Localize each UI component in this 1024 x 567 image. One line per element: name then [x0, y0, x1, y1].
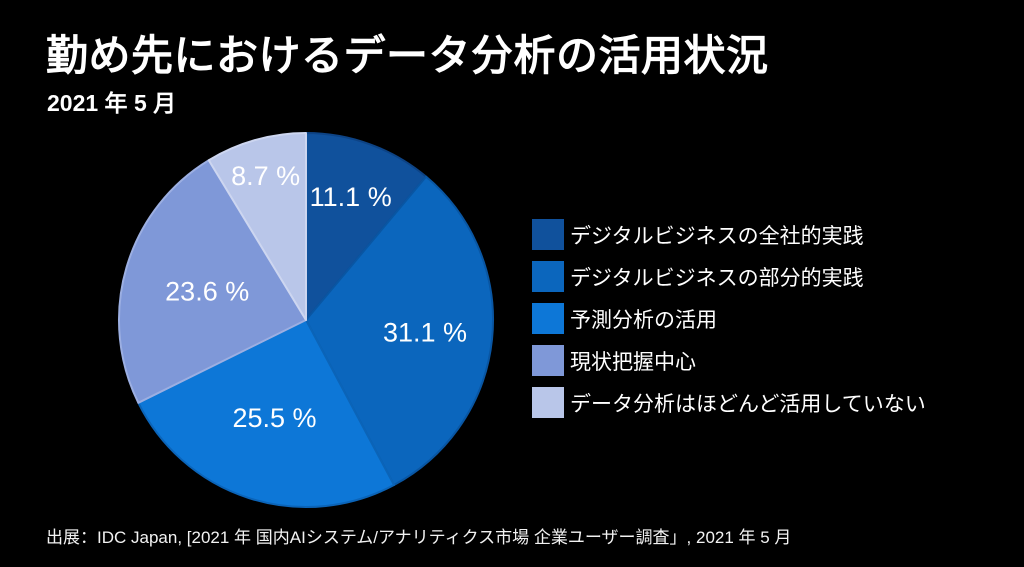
- legend-label: 現状把握中心: [570, 350, 696, 374]
- pie-slice: [118, 159, 307, 404]
- pie-slice: [305, 175, 494, 486]
- legend-label: 予測分析の活用: [570, 308, 717, 332]
- legend-item: デジタルビジネスの全社的実践: [532, 219, 926, 250]
- chart-legend: デジタルビジネスの全社的実践 デジタルビジネスの部分的実践 予測分析の活用 現状…: [532, 219, 926, 429]
- legend-swatch: [532, 261, 564, 292]
- legend-label: データ分析はほどんど活用していない: [570, 392, 926, 416]
- pie-slice: [305, 132, 428, 321]
- legend-swatch: [532, 219, 564, 250]
- legend-item: データ分析はほどんど活用していない: [532, 387, 926, 418]
- pie-slice: [207, 132, 307, 321]
- legend-swatch: [532, 303, 564, 334]
- pie-slice-value-label: 25.5 %: [232, 403, 316, 433]
- legend-label: デジタルビジネスの部分的実践: [570, 266, 864, 290]
- legend-label: デジタルビジネスの全社的実践: [570, 224, 864, 248]
- legend-item: デジタルビジネスの部分的実践: [532, 261, 926, 292]
- legend-swatch: [532, 387, 564, 418]
- pie-slice-value-label: 11.1 %: [310, 182, 392, 212]
- source-note: 出展：IDC Japan, [2021 年 国内AIシステム/アナリティクス市場…: [46, 528, 792, 547]
- pie-slice-value-label: 31.1 %: [383, 317, 467, 347]
- legend-item: 現状把握中心: [532, 345, 926, 376]
- legend-swatch: [532, 345, 564, 376]
- page-subtitle: 2021 年 5 月: [47, 90, 177, 116]
- pie-slice-value-label: 8.7 %: [231, 161, 300, 191]
- page-title: 勤め先におけるデータ分析の活用状況: [46, 32, 769, 79]
- pie-slice: [137, 319, 396, 508]
- pie-slice-value-label: 23.6 %: [165, 276, 249, 306]
- legend-item: 予測分析の活用: [532, 303, 926, 334]
